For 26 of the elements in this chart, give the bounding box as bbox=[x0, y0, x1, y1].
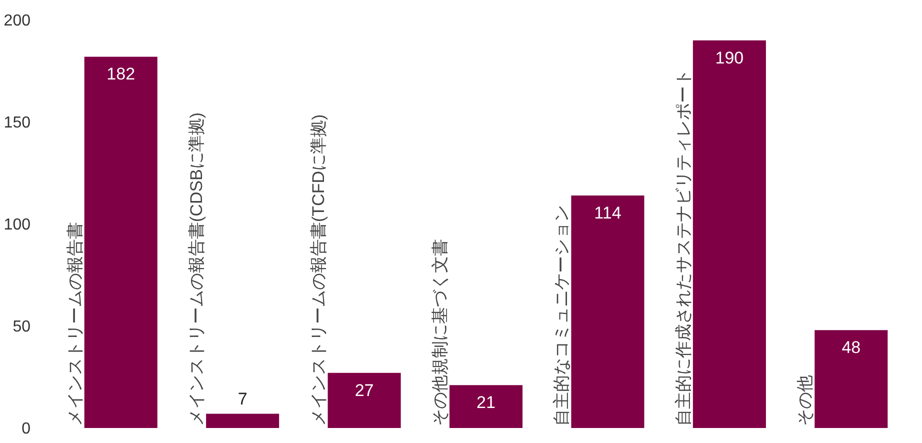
bar bbox=[814, 330, 888, 428]
y-tick-label: 200 bbox=[4, 12, 31, 30]
bar bbox=[206, 414, 280, 428]
data-label: 7 bbox=[238, 390, 248, 409]
data-label: 190 bbox=[715, 48, 744, 68]
y-tick-label: 100 bbox=[4, 216, 31, 234]
data-label: 182 bbox=[106, 64, 136, 84]
x-tick-label: その他規制に基づく文書 bbox=[430, 239, 450, 426]
bar bbox=[692, 40, 766, 428]
bar bbox=[84, 56, 158, 428]
x-tick-label: メインストリームの報告書(TCFDに準拠) bbox=[308, 114, 328, 426]
data-label: 27 bbox=[354, 380, 374, 400]
data-label: 21 bbox=[476, 393, 496, 412]
y-tick-label: 150 bbox=[4, 114, 31, 132]
bar bbox=[328, 372, 401, 428]
data-label: 48 bbox=[842, 338, 861, 358]
y-tick-label: 0 bbox=[22, 420, 31, 438]
x-tick-label: その他 bbox=[796, 375, 815, 426]
data-label: 114 bbox=[594, 203, 622, 222]
x-tick-label: メインストリームの報告書 bbox=[65, 222, 84, 426]
x-tick-label: メインストリームの報告書(CDSBに準拠) bbox=[187, 112, 206, 426]
y-tick-label: 50 bbox=[12, 318, 31, 336]
x-tick-label: 自主的なコミュニケーション bbox=[552, 205, 572, 426]
bar bbox=[571, 195, 644, 428]
x-tick-label: 自主的に作成されたサステナビリティレポート bbox=[674, 69, 693, 426]
bar bbox=[449, 385, 523, 428]
